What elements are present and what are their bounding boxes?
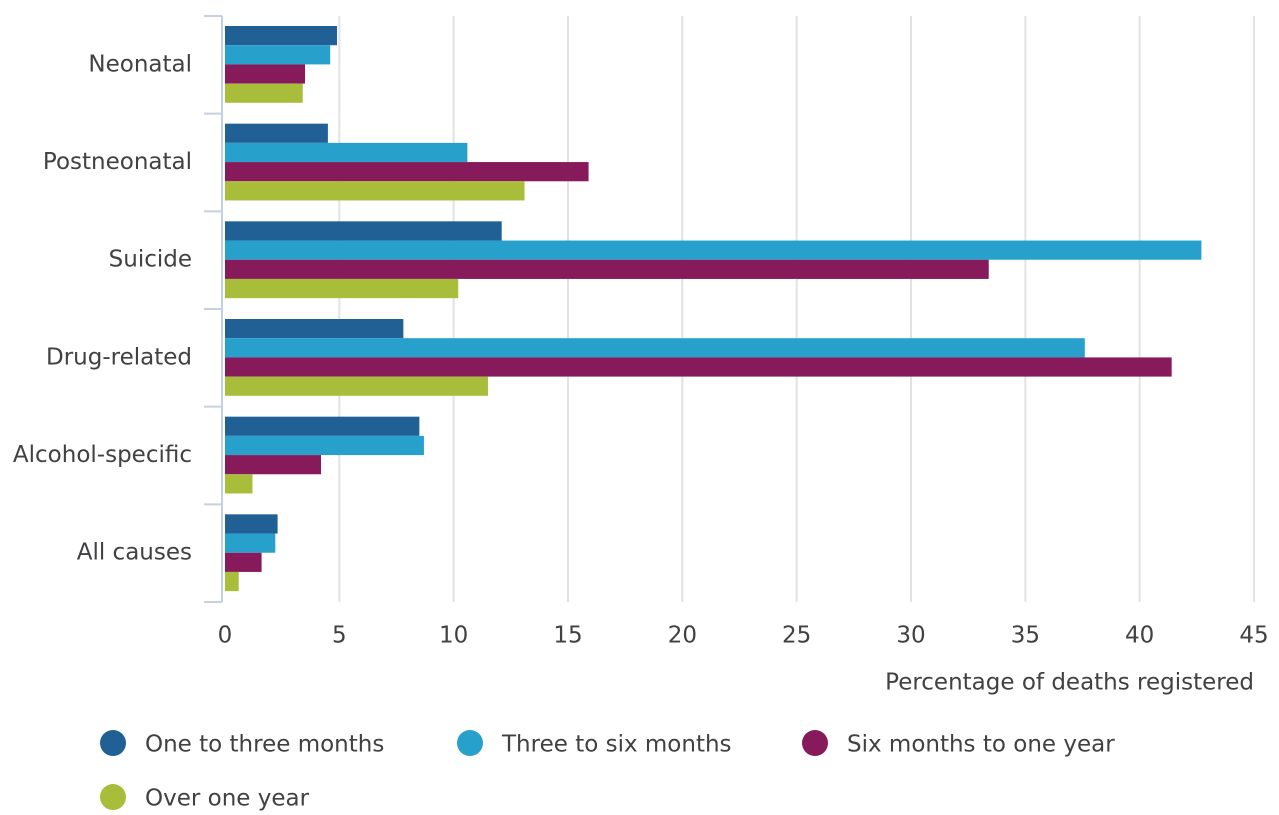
bar [225,278,459,299]
bar [225,123,328,143]
x-tick-label: 10 [439,623,468,649]
bar [225,26,338,46]
bar [225,162,589,182]
bar [225,416,420,436]
bar [225,376,488,396]
y-tick-label: All causes [77,540,192,566]
x-tick-label: 0 [218,623,233,649]
bar [225,338,1085,358]
bar [225,435,424,456]
bar [225,221,502,241]
bar [225,319,404,339]
x-tick-label: 5 [332,623,347,649]
x-tick-label: 15 [553,623,582,649]
y-tick-label: Drug-related [46,344,192,370]
legend-label: Three to six months [501,732,732,758]
bar [225,455,322,475]
bar [225,181,525,201]
x-tick-label: 20 [668,623,697,649]
legend-swatch [100,784,126,810]
bar [225,142,468,163]
bar [225,83,303,103]
y-tick-label: Suicide [109,247,192,273]
bar [225,514,278,534]
y-tick-label: Postneonatal [43,149,192,175]
x-tick-label: 45 [1239,623,1268,649]
legend-label: Over one year [145,786,310,812]
bar [225,571,239,592]
legend-swatch [802,730,828,756]
bar [225,552,262,572]
bar [225,259,989,279]
legend-label: Six months to one year [847,732,1115,758]
bar [225,240,1202,260]
x-tick-label: 40 [1125,623,1154,649]
bar [225,45,331,65]
x-tick-label: 25 [782,623,811,649]
legend-swatch [457,730,483,756]
bar [225,474,253,494]
bar [225,64,306,84]
x-tick-label: 30 [896,623,925,649]
legend-label: One to three months [145,732,384,758]
bar [225,533,276,553]
bar [225,357,1172,377]
legend-swatch [100,730,126,756]
x-tick-label: 35 [1011,623,1040,649]
y-tick-label: Neonatal [88,51,192,77]
x-axis-label: Percentage of deaths registered [885,670,1254,696]
y-tick-label: Alcohol-specific [13,442,192,468]
